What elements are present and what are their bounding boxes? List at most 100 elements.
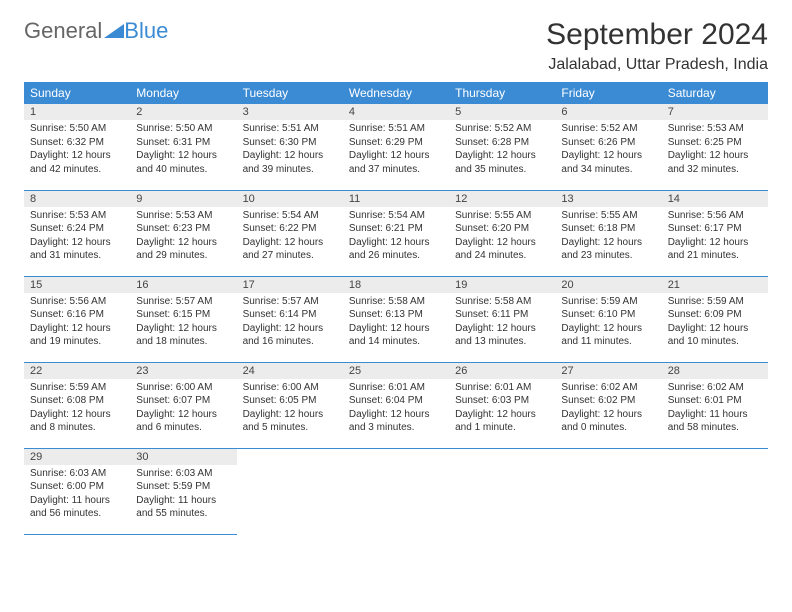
day-number: 1 [24, 104, 130, 120]
calendar-cell: 18Sunrise: 5:58 AMSunset: 6:13 PMDayligh… [343, 276, 449, 362]
day-details: Sunrise: 5:53 AMSunset: 6:24 PMDaylight:… [24, 207, 130, 267]
weekday-header: Monday [130, 82, 236, 104]
calendar-cell: 26Sunrise: 6:01 AMSunset: 6:03 PMDayligh… [449, 362, 555, 448]
day-details: Sunrise: 5:54 AMSunset: 6:22 PMDaylight:… [237, 207, 343, 267]
day-number: 30 [130, 449, 236, 465]
calendar-cell: 16Sunrise: 5:57 AMSunset: 6:15 PMDayligh… [130, 276, 236, 362]
day-number: 24 [237, 363, 343, 379]
calendar-cell: 7Sunrise: 5:53 AMSunset: 6:25 PMDaylight… [662, 104, 768, 190]
calendar-cell: 22Sunrise: 5:59 AMSunset: 6:08 PMDayligh… [24, 362, 130, 448]
calendar-cell: 19Sunrise: 5:58 AMSunset: 6:11 PMDayligh… [449, 276, 555, 362]
logo-text-general: General [24, 18, 102, 44]
page-title: September 2024 [546, 18, 768, 52]
calendar-cell: 27Sunrise: 6:02 AMSunset: 6:02 PMDayligh… [555, 362, 661, 448]
calendar-cell: 8Sunrise: 5:53 AMSunset: 6:24 PMDaylight… [24, 190, 130, 276]
day-number: 28 [662, 363, 768, 379]
day-number: 5 [449, 104, 555, 120]
day-number: 2 [130, 104, 236, 120]
day-number: 8 [24, 191, 130, 207]
calendar-cell: 2Sunrise: 5:50 AMSunset: 6:31 PMDaylight… [130, 104, 236, 190]
day-number: 21 [662, 277, 768, 293]
day-number: 4 [343, 104, 449, 120]
day-number: 14 [662, 191, 768, 207]
day-number: 11 [343, 191, 449, 207]
calendar-cell-empty [237, 448, 343, 534]
day-details: Sunrise: 5:51 AMSunset: 6:29 PMDaylight:… [343, 120, 449, 180]
logo: General Blue [24, 18, 168, 44]
day-details: Sunrise: 5:51 AMSunset: 6:30 PMDaylight:… [237, 120, 343, 180]
day-details: Sunrise: 5:50 AMSunset: 6:32 PMDaylight:… [24, 120, 130, 180]
calendar-cell: 10Sunrise: 5:54 AMSunset: 6:22 PMDayligh… [237, 190, 343, 276]
day-details: Sunrise: 5:59 AMSunset: 6:09 PMDaylight:… [662, 293, 768, 353]
weekday-header: Saturday [662, 82, 768, 104]
day-details: Sunrise: 5:53 AMSunset: 6:25 PMDaylight:… [662, 120, 768, 180]
day-details: Sunrise: 6:02 AMSunset: 6:02 PMDaylight:… [555, 379, 661, 439]
day-number: 15 [24, 277, 130, 293]
day-number: 27 [555, 363, 661, 379]
location-label: Jalalabad, Uttar Pradesh, India [546, 56, 768, 74]
calendar-cell: 6Sunrise: 5:52 AMSunset: 6:26 PMDaylight… [555, 104, 661, 190]
day-details: Sunrise: 6:03 AMSunset: 6:00 PMDaylight:… [24, 465, 130, 525]
day-details: Sunrise: 5:56 AMSunset: 6:17 PMDaylight:… [662, 207, 768, 267]
day-details: Sunrise: 5:52 AMSunset: 6:26 PMDaylight:… [555, 120, 661, 180]
day-number: 29 [24, 449, 130, 465]
day-details: Sunrise: 5:58 AMSunset: 6:11 PMDaylight:… [449, 293, 555, 353]
calendar-cell: 3Sunrise: 5:51 AMSunset: 6:30 PMDaylight… [237, 104, 343, 190]
day-details: Sunrise: 5:58 AMSunset: 6:13 PMDaylight:… [343, 293, 449, 353]
day-details: Sunrise: 5:53 AMSunset: 6:23 PMDaylight:… [130, 207, 236, 267]
day-number: 7 [662, 104, 768, 120]
day-number: 22 [24, 363, 130, 379]
day-details: Sunrise: 5:57 AMSunset: 6:14 PMDaylight:… [237, 293, 343, 353]
calendar-cell: 1Sunrise: 5:50 AMSunset: 6:32 PMDaylight… [24, 104, 130, 190]
calendar-cell: 13Sunrise: 5:55 AMSunset: 6:18 PMDayligh… [555, 190, 661, 276]
day-number: 3 [237, 104, 343, 120]
day-number: 23 [130, 363, 236, 379]
calendar-cell: 28Sunrise: 6:02 AMSunset: 6:01 PMDayligh… [662, 362, 768, 448]
calendar-cell: 4Sunrise: 5:51 AMSunset: 6:29 PMDaylight… [343, 104, 449, 190]
day-details: Sunrise: 5:59 AMSunset: 6:10 PMDaylight:… [555, 293, 661, 353]
logo-text-blue: Blue [124, 18, 168, 44]
calendar-cell: 29Sunrise: 6:03 AMSunset: 6:00 PMDayligh… [24, 448, 130, 534]
title-block: September 2024 Jalalabad, Uttar Pradesh,… [546, 18, 768, 74]
calendar-cell: 11Sunrise: 5:54 AMSunset: 6:21 PMDayligh… [343, 190, 449, 276]
calendar-cell: 21Sunrise: 5:59 AMSunset: 6:09 PMDayligh… [662, 276, 768, 362]
weekday-header: Wednesday [343, 82, 449, 104]
calendar-cell-empty [343, 448, 449, 534]
day-number: 9 [130, 191, 236, 207]
calendar-body: 1Sunrise: 5:50 AMSunset: 6:32 PMDaylight… [24, 104, 768, 534]
day-details: Sunrise: 6:03 AMSunset: 5:59 PMDaylight:… [130, 465, 236, 525]
weekday-header-row: SundayMondayTuesdayWednesdayThursdayFrid… [24, 82, 768, 104]
day-details: Sunrise: 5:54 AMSunset: 6:21 PMDaylight:… [343, 207, 449, 267]
calendar-cell: 30Sunrise: 6:03 AMSunset: 5:59 PMDayligh… [130, 448, 236, 534]
day-number: 19 [449, 277, 555, 293]
calendar-cell: 5Sunrise: 5:52 AMSunset: 6:28 PMDaylight… [449, 104, 555, 190]
weekday-header: Tuesday [237, 82, 343, 104]
calendar-cell: 25Sunrise: 6:01 AMSunset: 6:04 PMDayligh… [343, 362, 449, 448]
day-details: Sunrise: 6:01 AMSunset: 6:04 PMDaylight:… [343, 379, 449, 439]
day-number: 17 [237, 277, 343, 293]
day-details: Sunrise: 5:57 AMSunset: 6:15 PMDaylight:… [130, 293, 236, 353]
day-details: Sunrise: 5:55 AMSunset: 6:18 PMDaylight:… [555, 207, 661, 267]
header: General Blue September 2024 Jalalabad, U… [24, 18, 768, 74]
day-details: Sunrise: 6:01 AMSunset: 6:03 PMDaylight:… [449, 379, 555, 439]
day-number: 13 [555, 191, 661, 207]
day-number: 16 [130, 277, 236, 293]
day-details: Sunrise: 5:56 AMSunset: 6:16 PMDaylight:… [24, 293, 130, 353]
day-details: Sunrise: 5:59 AMSunset: 6:08 PMDaylight:… [24, 379, 130, 439]
day-details: Sunrise: 5:50 AMSunset: 6:31 PMDaylight:… [130, 120, 236, 180]
calendar-table: SundayMondayTuesdayWednesdayThursdayFrid… [24, 82, 768, 535]
weekday-header: Friday [555, 82, 661, 104]
calendar-cell: 20Sunrise: 5:59 AMSunset: 6:10 PMDayligh… [555, 276, 661, 362]
day-number: 26 [449, 363, 555, 379]
calendar-cell: 9Sunrise: 5:53 AMSunset: 6:23 PMDaylight… [130, 190, 236, 276]
day-details: Sunrise: 6:00 AMSunset: 6:05 PMDaylight:… [237, 379, 343, 439]
calendar-cell: 23Sunrise: 6:00 AMSunset: 6:07 PMDayligh… [130, 362, 236, 448]
calendar-cell-empty [449, 448, 555, 534]
day-number: 6 [555, 104, 661, 120]
day-number: 18 [343, 277, 449, 293]
day-number: 20 [555, 277, 661, 293]
calendar-cell-empty [662, 448, 768, 534]
day-details: Sunrise: 6:00 AMSunset: 6:07 PMDaylight:… [130, 379, 236, 439]
day-number: 12 [449, 191, 555, 207]
calendar-cell: 12Sunrise: 5:55 AMSunset: 6:20 PMDayligh… [449, 190, 555, 276]
